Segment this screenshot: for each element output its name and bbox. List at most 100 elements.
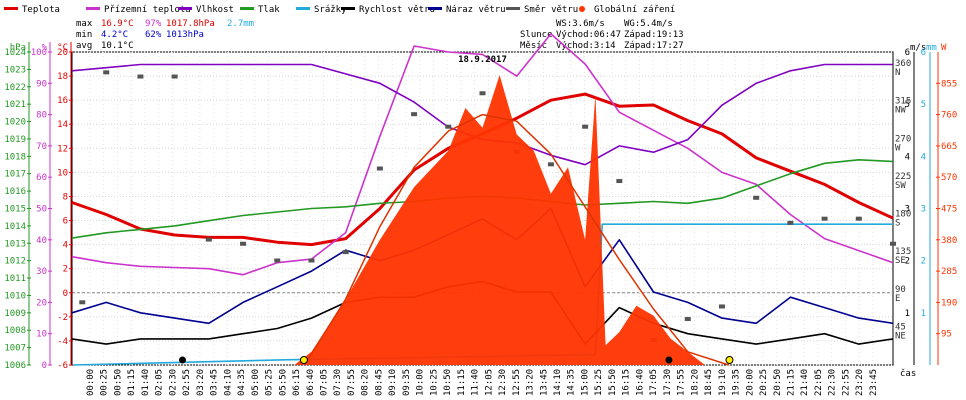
stats-rain: 2.7mm [227, 19, 254, 29]
axis-tick-label-pct: 90 [36, 79, 47, 89]
axis-title-pct: % [42, 43, 48, 53]
dir-tick-label: 270 [895, 134, 911, 144]
stats-max-hum: 97% [145, 19, 162, 29]
dir-compass-label: S [895, 219, 900, 229]
x-tick-label: 10:00 [416, 369, 426, 396]
axis-tick-label-degC: 18 [57, 72, 68, 82]
legend-swatch [296, 7, 310, 10]
legend-swatch [240, 7, 254, 10]
axis-tick-label-mm: 2 [921, 257, 926, 267]
axis-tick-label-pct: 80 [36, 111, 47, 121]
axis-tick-label-degC: -6 [57, 361, 68, 371]
series-line-teoretick-z-en- [303, 113, 730, 366]
wind-direction-point [103, 70, 110, 75]
x-tick-label: 15:00 [580, 369, 590, 396]
x-tick-label: 02:05 [155, 369, 165, 396]
series-layer [71, 33, 896, 366]
x-tick-label: 05:50 [278, 369, 288, 396]
axis-tick-label-degC: 4 [63, 241, 68, 251]
info-ws: WS:3.6m/s [556, 19, 605, 29]
axis-tick-label-W: 570 [941, 173, 957, 183]
x-tick-label: 13:45 [539, 369, 549, 396]
legend-swatch [4, 7, 18, 10]
x-tick-label: 15:25 [594, 369, 604, 396]
wind-direction-point [274, 258, 281, 263]
x-tick-label: 08:45 [374, 369, 384, 396]
stats-max-label: max [76, 19, 93, 29]
axis-title-ms: m/s [910, 43, 926, 53]
series-line-p-zemn-teplota [71, 33, 894, 276]
legend-swatch [341, 7, 355, 10]
x-tick-label: 23:45 [869, 369, 879, 396]
wind-direction-point [137, 74, 144, 79]
dir-compass-label: NE [895, 331, 906, 341]
wind-direction-point [890, 241, 896, 246]
axis-tick-label-W: 190 [941, 298, 957, 308]
axis-title-W: W [941, 43, 947, 53]
axis-title-mm: mm [926, 43, 937, 53]
x-tick-label: 00:25 [100, 369, 110, 396]
axis-tick-label-ms: 5 [905, 100, 910, 110]
legend-swatch [86, 7, 100, 10]
axis-tick-label-ms: 4 [905, 152, 910, 162]
x-tick-label: 03:20 [196, 369, 206, 396]
wind-direction-point [308, 258, 315, 263]
info-block: WS:3.6m/s WG:5.4m/s Slunce Východ:06:47 … [520, 19, 684, 51]
legend-swatch [579, 6, 585, 12]
dir-tick-label: 135 [895, 247, 911, 257]
legend-label: Vlhkost [196, 5, 234, 15]
axis-tick-label-W: 760 [941, 111, 957, 121]
x-tick-label: 17:30 [663, 369, 673, 396]
axis-tick-label-hPa: 1009 [4, 309, 26, 319]
x-tick-label: 12:55 [512, 369, 522, 396]
x-tick-label: 21:40 [800, 369, 810, 396]
dir-compass-label: SW [895, 181, 906, 191]
wind-direction-point [582, 124, 589, 129]
stats-min-temp: 4.2°C [101, 30, 128, 40]
axis-tick-label-degC: 20 [57, 48, 68, 58]
x-tick-label: 20:50 [773, 369, 783, 396]
dir-tick-label: 180 [895, 210, 911, 220]
wind-direction-point [411, 112, 418, 117]
legend-label: Směr větru [524, 5, 578, 15]
stats-min-press: 1013hPa [166, 30, 204, 40]
axis-tick-label-hPa: 1022 [4, 83, 26, 93]
info-moon-rise: Východ:3:14 [556, 41, 616, 51]
axes: hPa1006100710081009101010111012101310141… [4, 42, 957, 371]
x-tick-label: 00:00 [86, 369, 96, 396]
info-moon-set: Západ:17:27 [624, 41, 684, 51]
x-tick-label: 18:45 [704, 369, 714, 396]
axis-tick-label-ms: 2 [905, 257, 910, 267]
axis-tick-label-degC: -2 [57, 313, 68, 323]
series-area-radiation [294, 75, 705, 365]
wind-direction-point [171, 74, 178, 79]
axis-tick-label-hPa: 1011 [4, 274, 26, 284]
axis-tick-label-mm: 3 [921, 205, 926, 215]
axis-tick-label-hPa: 1015 [4, 205, 26, 215]
x-tick-label: 17:05 [649, 369, 659, 396]
axis-tick-label-hPa: 1007 [4, 344, 26, 354]
sunset-marker [725, 356, 734, 364]
axis-tick-label-degC: 10 [57, 168, 68, 178]
axis-tick-label-mm: 6 [921, 48, 926, 58]
wind-direction-point [205, 237, 212, 242]
x-tick-label: 02:30 [168, 369, 178, 396]
axis-tick-label-hPa: 1021 [4, 100, 26, 110]
x-tick-label: 18:20 [690, 369, 700, 396]
x-tick-label: 11:40 [471, 369, 481, 396]
axis-tick-label-degC: 0 [63, 289, 68, 299]
axis-tick-label-degC: -4 [57, 337, 68, 347]
axis-tick-label-W: 475 [941, 205, 957, 215]
legend-label: Náraz větru [446, 5, 506, 15]
stats-max-press: 1017.8hPa [166, 19, 215, 29]
axis-tick-label-degC: 12 [57, 144, 68, 154]
wind-direction-point [753, 195, 760, 200]
x-tick-label: 09:10 [388, 369, 398, 396]
axis-tick-label-ms: 6 [905, 48, 910, 58]
x-tick-label: 07:05 [320, 369, 330, 396]
x-tick-label: 16:15 [622, 369, 632, 396]
x-tick-label: 02:55 [182, 369, 192, 396]
x-tick-label: 14:10 [553, 369, 563, 396]
legend-label: Globální záření [594, 5, 675, 15]
